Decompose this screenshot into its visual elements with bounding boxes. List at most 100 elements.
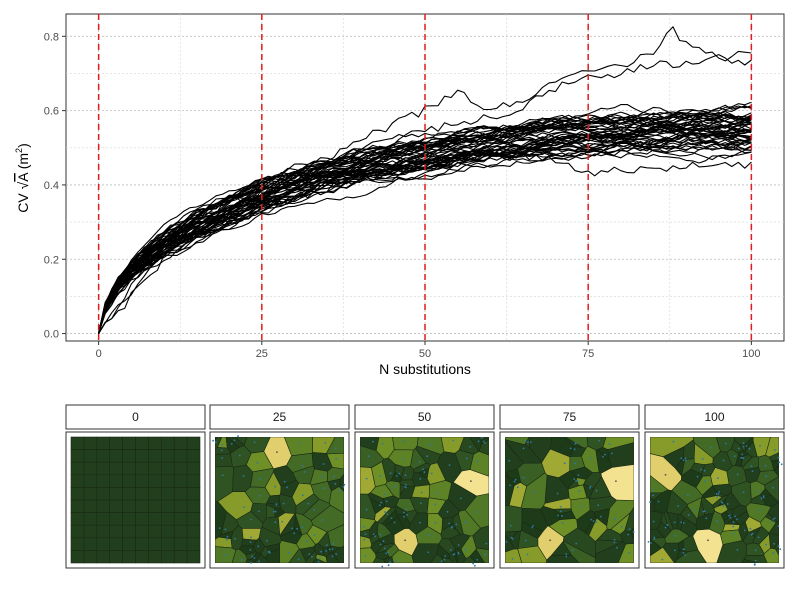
grid-cell <box>83 550 98 564</box>
seed-point <box>726 503 729 505</box>
voronoi-cell <box>505 505 523 533</box>
seed-point <box>742 442 745 445</box>
seed-point <box>733 455 736 457</box>
tessellation-map <box>360 436 489 568</box>
seed-point <box>524 440 527 442</box>
voronoi-cell <box>449 522 458 531</box>
voronoi-cell <box>600 464 634 501</box>
grid-cell <box>70 449 85 463</box>
seed-point <box>742 491 745 494</box>
seed-point <box>780 463 783 466</box>
seed-point <box>331 555 334 558</box>
seed-point <box>632 530 635 533</box>
seed-point <box>700 468 702 471</box>
seed-point <box>511 537 514 540</box>
seed-point <box>301 494 304 497</box>
seed-point <box>464 521 467 524</box>
seed-point <box>334 447 337 450</box>
seed-point <box>250 518 252 521</box>
grid-cell <box>135 461 149 476</box>
grid-cell <box>148 487 162 501</box>
voronoi-cell <box>537 525 565 561</box>
voronoi-cell <box>558 470 578 489</box>
seed-point <box>516 486 519 489</box>
seed-point <box>251 555 254 558</box>
grid-cell <box>161 487 175 501</box>
voronoi-cell <box>582 483 594 500</box>
seed-point <box>701 458 704 460</box>
seed-point <box>738 447 740 450</box>
seed-point <box>237 435 239 438</box>
voronoi-cell <box>695 512 714 531</box>
seed-point <box>233 439 236 442</box>
voronoi-cell <box>594 541 627 563</box>
seed-point <box>444 555 447 557</box>
panel-0: 0 <box>65 404 206 569</box>
y-tick-label: 0.0 <box>44 329 59 341</box>
seed-point <box>240 559 243 561</box>
seed-point <box>721 502 724 504</box>
seed-point <box>398 472 400 475</box>
x-axis-title: N substitutions <box>379 361 471 377</box>
seed-point <box>597 504 600 507</box>
grid-cell <box>135 499 149 513</box>
voronoi-cell <box>764 512 778 523</box>
seed-point <box>472 562 475 565</box>
seed-point <box>524 539 527 542</box>
grid-cell <box>186 461 201 476</box>
seed-point <box>383 547 386 550</box>
tessellation-map <box>212 435 346 564</box>
seed-point <box>652 520 655 523</box>
seed-point <box>282 502 285 505</box>
grid-cell <box>161 449 175 463</box>
seed-point <box>256 462 259 464</box>
seed-point <box>403 511 405 514</box>
seed-point <box>628 552 631 554</box>
seed-point <box>288 551 291 554</box>
seed-point <box>615 480 617 482</box>
seed-point <box>522 447 525 450</box>
grid-cell <box>161 512 175 526</box>
seed-point <box>226 535 229 538</box>
seed-point <box>320 550 322 553</box>
seed-point <box>380 501 382 504</box>
voronoi-cell <box>711 483 732 497</box>
grid-cell <box>109 550 123 564</box>
seed-point <box>405 508 407 511</box>
seed-point <box>729 516 732 519</box>
seed-point <box>322 463 325 465</box>
seed-point <box>269 552 271 554</box>
grid-cell <box>173 474 188 488</box>
seed-point <box>511 558 514 560</box>
seed-point <box>364 533 367 535</box>
voronoi-cell <box>215 447 232 456</box>
seed-point <box>324 442 327 444</box>
seed-point <box>313 509 316 511</box>
seed-point <box>220 449 223 452</box>
seed-point <box>779 548 782 551</box>
y-axis-title-unit-close: ) <box>15 143 31 148</box>
seed-point <box>299 442 301 444</box>
seed-point <box>485 542 488 545</box>
grid-cell <box>83 537 98 551</box>
voronoi-cell <box>732 504 748 520</box>
grid-cell <box>161 550 175 564</box>
grid-cell <box>109 461 123 476</box>
seed-point <box>250 562 253 564</box>
seed-point <box>574 462 576 465</box>
seed-point <box>732 525 735 528</box>
seed-point <box>749 527 752 530</box>
grid-cell <box>122 487 136 501</box>
grid-cell <box>186 499 201 513</box>
seed-point <box>374 535 377 538</box>
series-line <box>98 124 752 334</box>
grid-cell <box>173 524 188 539</box>
seed-point <box>710 446 713 449</box>
grid-cell <box>122 537 136 551</box>
seed-point <box>684 457 687 460</box>
facet-strip <box>354 404 495 430</box>
seed-point <box>722 459 725 462</box>
seed-point <box>258 510 260 513</box>
voronoi-cell <box>692 528 724 563</box>
